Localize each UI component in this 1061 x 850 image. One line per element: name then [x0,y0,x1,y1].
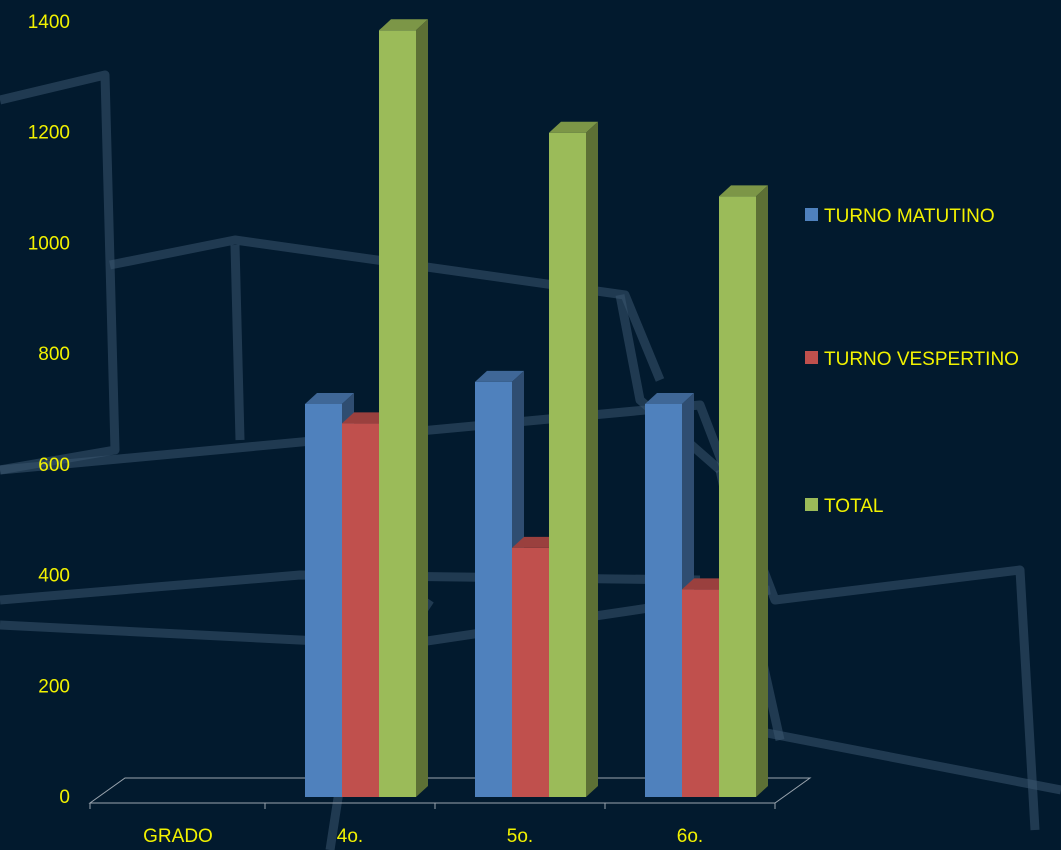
y-axis-ticks: 0 200 400 600 800 1000 1200 1400 [28,12,70,808]
bar [719,185,768,797]
chart-floor [88,777,812,809]
floor-outline [88,777,812,804]
legend-swatch [805,351,818,364]
legend-label: TURNO VESPERTINO [824,349,1019,370]
legend-swatch [805,498,818,511]
bar-top [719,185,768,197]
y-tick-label: 1200 [28,123,70,144]
bars [305,19,768,797]
bar-front [305,403,342,797]
bar-front [512,547,549,797]
bar [549,121,598,797]
bar-front [645,403,682,797]
bar-front [549,132,586,797]
y-tick-label: 800 [38,344,70,365]
y-tick-label: 1400 [28,12,70,33]
x-category-label: GRADO [143,826,213,847]
legend-item: TOTAL [805,496,883,517]
y-tick-label: 400 [38,566,70,587]
legend-label: TOTAL [824,496,883,517]
bar-side [416,19,428,797]
y-tick-label: 600 [38,455,70,476]
bar-side [756,185,768,797]
bar-front [475,381,512,797]
bar-front [342,423,379,797]
x-category-label: 6o. [677,826,703,847]
bar-front [682,589,719,797]
bar-top [475,370,524,382]
bar-top [305,392,354,404]
bar-top [645,392,694,404]
bar-top [682,578,731,590]
y-tick-label: 200 [38,676,70,697]
legend: TURNO MATUTINO TURNO VESPERTINO TOTAL [805,206,1019,517]
y-tick-label: 1000 [28,233,70,254]
bar-side [586,121,598,797]
y-tick-label: 0 [59,787,70,808]
background-line [0,400,1040,831]
bar-top [342,412,391,424]
background-line [109,235,665,382]
bar-top [512,536,561,548]
bar-front [379,30,416,797]
bar [379,19,428,797]
legend-swatch [805,208,818,221]
bar-front [719,196,756,797]
legend-item: TURNO MATUTINO [805,206,995,227]
legend-label: TURNO MATUTINO [824,206,995,227]
x-category-label: 4o. [337,826,363,847]
x-axis-labels: GRADO 4o. 5o. 6o. [143,826,703,847]
bar-top [549,121,598,133]
background-line [230,244,245,441]
bar-top [379,19,428,31]
x-category-label: 5o. [507,826,533,847]
legend-item: TURNO VESPERTINO [805,349,1019,370]
